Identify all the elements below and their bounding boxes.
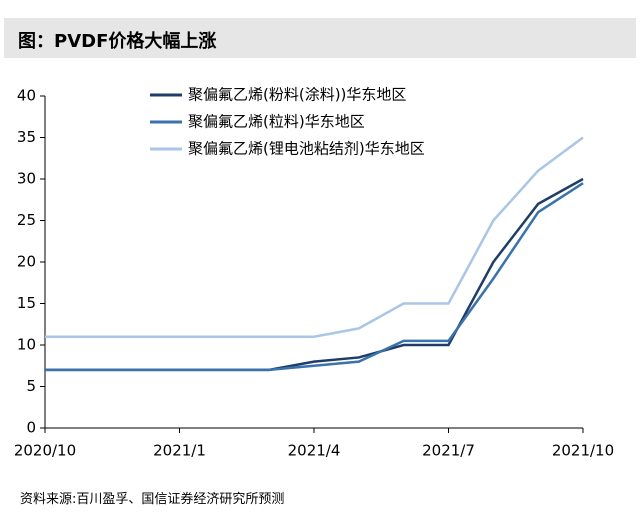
legend-item: 聚偏氟乙烯(粉料(涂料))华东地区 bbox=[150, 86, 406, 104]
y-tick-label: 15 bbox=[17, 294, 36, 312]
x-tick-label: 2021/10 bbox=[552, 442, 614, 460]
y-tick-label: 0 bbox=[26, 419, 36, 437]
x-tick-label: 2020/10 bbox=[14, 442, 76, 460]
legend-item: 聚偏氟乙烯(粒料)华东地区 bbox=[150, 113, 365, 131]
y-tick-label: 10 bbox=[17, 336, 36, 354]
series-line bbox=[45, 177, 584, 372]
chart-title: 图：PVDF价格大幅上涨 bbox=[18, 31, 217, 52]
legend-label: 聚偏氟乙烯(粒料)华东地区 bbox=[188, 113, 365, 131]
y-tick-label: 40 bbox=[17, 87, 36, 105]
chart: 0 5 10 15 20 25 30 35 40 2020/10 2021/1 2021/4 2021/… bbox=[14, 86, 614, 460]
title-banner: 图：PVDF价格大幅上涨 bbox=[4, 18, 636, 58]
series-line bbox=[45, 182, 584, 372]
legend-item: 聚偏氟乙烯(锂电池粘结剂)华东地区 bbox=[150, 140, 425, 158]
x-tick-label: 2021/4 bbox=[288, 442, 341, 460]
series-line bbox=[45, 136, 584, 338]
y-tick-label: 5 bbox=[26, 377, 36, 395]
x-tick-label: 2021/1 bbox=[153, 442, 206, 460]
y-tick-label: 25 bbox=[17, 211, 36, 229]
y-tick-label: 35 bbox=[17, 128, 36, 146]
y-tick-label: 20 bbox=[17, 253, 36, 271]
source-note: 资料来源:百川盈孚、国信证券经济研究所预测 bbox=[20, 492, 285, 507]
x-tick-label: 2021/7 bbox=[422, 442, 475, 460]
legend-label: 聚偏氟乙烯(锂电池粘结剂)华东地区 bbox=[188, 140, 425, 158]
y-tick-label: 30 bbox=[17, 170, 36, 188]
legend-label: 聚偏氟乙烯(粉料(涂料))华东地区 bbox=[188, 86, 406, 104]
